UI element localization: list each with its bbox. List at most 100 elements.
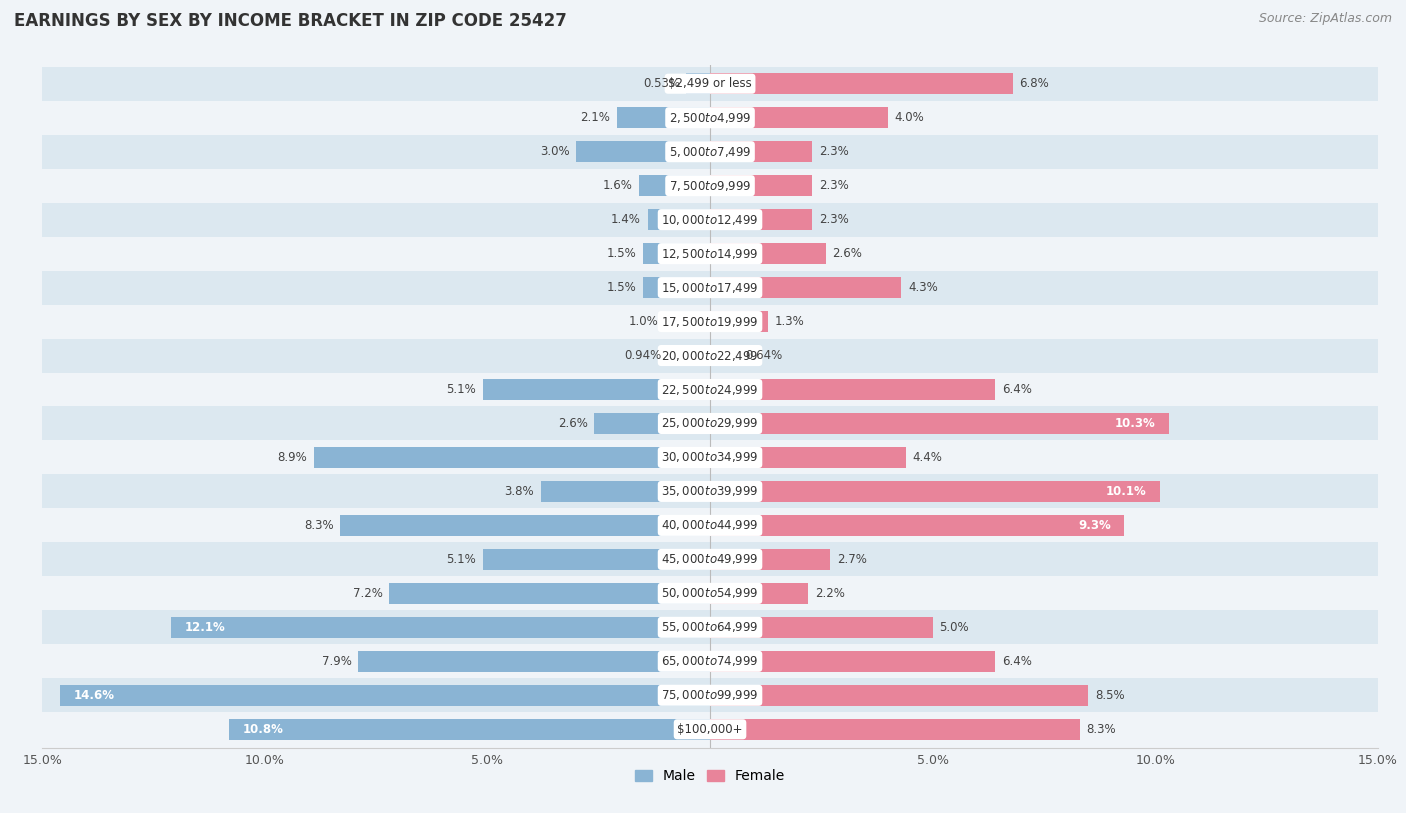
Text: EARNINGS BY SEX BY INCOME BRACKET IN ZIP CODE 25427: EARNINGS BY SEX BY INCOME BRACKET IN ZIP… <box>14 12 567 30</box>
Text: 6.4%: 6.4% <box>1001 383 1032 396</box>
Text: $100,000+: $100,000+ <box>678 723 742 736</box>
Bar <box>42 441 1378 475</box>
Text: 2.7%: 2.7% <box>837 553 866 566</box>
Bar <box>484 549 710 570</box>
Bar <box>42 202 1378 237</box>
Text: 9.3%: 9.3% <box>1078 519 1111 532</box>
Text: 7.9%: 7.9% <box>322 654 352 667</box>
Bar <box>42 508 1378 542</box>
Legend: Male, Female: Male, Female <box>630 763 790 789</box>
Text: $55,000 to $64,999: $55,000 to $64,999 <box>661 620 759 634</box>
Text: 0.53%: 0.53% <box>643 77 679 90</box>
Text: $30,000 to $34,999: $30,000 to $34,999 <box>661 450 759 464</box>
Bar <box>710 413 1168 434</box>
Bar <box>643 277 710 298</box>
Bar <box>710 447 905 468</box>
Bar <box>42 305 1378 338</box>
Text: 6.8%: 6.8% <box>1019 77 1049 90</box>
Text: 8.3%: 8.3% <box>1087 723 1116 736</box>
Bar <box>710 141 813 163</box>
Text: $12,500 to $14,999: $12,500 to $14,999 <box>661 246 759 261</box>
Bar <box>710 345 738 366</box>
Text: 1.0%: 1.0% <box>628 315 659 328</box>
Text: 1.4%: 1.4% <box>612 213 641 226</box>
Text: 3.8%: 3.8% <box>505 485 534 498</box>
Bar <box>710 650 995 672</box>
Bar <box>42 135 1378 168</box>
Bar <box>42 678 1378 712</box>
Bar <box>616 107 710 128</box>
Text: 1.5%: 1.5% <box>607 281 637 294</box>
Text: 2.1%: 2.1% <box>581 111 610 124</box>
Bar <box>42 542 1378 576</box>
Bar <box>42 475 1378 508</box>
Bar <box>42 101 1378 135</box>
Bar <box>42 576 1378 611</box>
Text: 10.8%: 10.8% <box>242 723 284 736</box>
Bar <box>638 175 710 196</box>
Bar <box>340 515 710 536</box>
Text: $5,000 to $7,499: $5,000 to $7,499 <box>669 145 751 159</box>
Text: $40,000 to $44,999: $40,000 to $44,999 <box>661 519 759 533</box>
Bar <box>710 73 1012 94</box>
Text: $65,000 to $74,999: $65,000 to $74,999 <box>661 654 759 668</box>
Text: $2,500 to $4,999: $2,500 to $4,999 <box>669 111 751 124</box>
Bar <box>389 583 710 604</box>
Text: Source: ZipAtlas.com: Source: ZipAtlas.com <box>1258 12 1392 25</box>
Bar <box>710 277 901 298</box>
Bar <box>60 685 710 706</box>
Text: 1.3%: 1.3% <box>775 315 804 328</box>
Text: $25,000 to $29,999: $25,000 to $29,999 <box>661 416 759 431</box>
Text: 5.0%: 5.0% <box>939 621 969 634</box>
Text: $20,000 to $22,499: $20,000 to $22,499 <box>661 349 759 363</box>
Text: 14.6%: 14.6% <box>73 689 114 702</box>
Bar <box>643 243 710 264</box>
Text: $45,000 to $49,999: $45,000 to $49,999 <box>661 552 759 567</box>
Text: 8.3%: 8.3% <box>304 519 333 532</box>
Bar <box>42 271 1378 305</box>
Bar <box>710 583 808 604</box>
Bar <box>710 379 995 400</box>
Bar <box>484 379 710 400</box>
Bar <box>710 719 1080 740</box>
Text: 1.5%: 1.5% <box>607 247 637 260</box>
Bar <box>710 515 1123 536</box>
Bar <box>229 719 710 740</box>
Bar <box>541 481 710 502</box>
Text: $10,000 to $12,499: $10,000 to $12,499 <box>661 213 759 227</box>
Bar <box>42 168 1378 202</box>
Text: 8.9%: 8.9% <box>277 451 307 464</box>
Text: $15,000 to $17,499: $15,000 to $17,499 <box>661 280 759 294</box>
Bar <box>576 141 710 163</box>
Text: 10.3%: 10.3% <box>1115 417 1156 430</box>
Bar <box>710 243 825 264</box>
Text: $17,500 to $19,999: $17,500 to $19,999 <box>661 315 759 328</box>
Text: $50,000 to $54,999: $50,000 to $54,999 <box>661 586 759 600</box>
Bar <box>42 712 1378 746</box>
Bar <box>42 372 1378 406</box>
Text: 1.6%: 1.6% <box>602 179 633 192</box>
Bar <box>648 209 710 230</box>
Text: 3.0%: 3.0% <box>540 146 569 159</box>
Text: 12.1%: 12.1% <box>184 621 225 634</box>
Text: 2.3%: 2.3% <box>820 179 849 192</box>
Text: 0.94%: 0.94% <box>624 349 661 362</box>
Text: 2.6%: 2.6% <box>558 417 588 430</box>
Bar <box>42 237 1378 271</box>
Text: 10.1%: 10.1% <box>1105 485 1146 498</box>
Bar <box>668 345 710 366</box>
Text: 2.3%: 2.3% <box>820 146 849 159</box>
Text: $75,000 to $99,999: $75,000 to $99,999 <box>661 689 759 702</box>
Bar <box>42 645 1378 678</box>
Text: 2.2%: 2.2% <box>814 587 845 600</box>
Text: 2.6%: 2.6% <box>832 247 862 260</box>
Bar <box>686 73 710 94</box>
Text: 5.1%: 5.1% <box>447 553 477 566</box>
Bar <box>710 481 1160 502</box>
Text: 4.4%: 4.4% <box>912 451 942 464</box>
Bar <box>42 67 1378 101</box>
Bar <box>314 447 710 468</box>
Text: 7.2%: 7.2% <box>353 587 382 600</box>
Text: $35,000 to $39,999: $35,000 to $39,999 <box>661 485 759 498</box>
Bar <box>359 650 710 672</box>
